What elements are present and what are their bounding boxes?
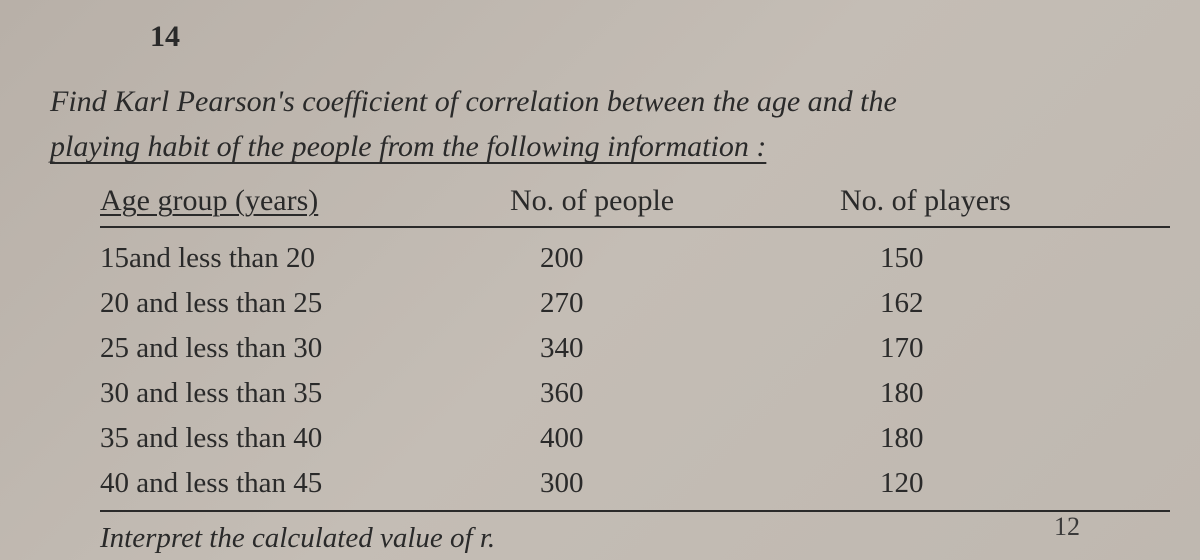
table-row: 25 and less than 30 340 170 (100, 326, 1170, 371)
table-header-row: Age group (years) No. of people No. of p… (100, 184, 1170, 228)
table-row: 40 and less than 45 300 120 (100, 461, 1170, 506)
problem-statement: Find Karl Pearson's coefficient of corre… (50, 79, 1170, 169)
problem-line2: playing habit of the people from the fol… (50, 130, 766, 163)
table-row: 20 and less than 25 270 162 (100, 281, 1170, 326)
table-row: 15and less than 20 200 150 (100, 236, 1170, 281)
page-number: 14 (150, 20, 1170, 54)
data-table: Age group (years) No. of people No. of p… (50, 184, 1170, 512)
cell-age: 15and less than 20 (100, 236, 540, 281)
cell-people: 270 (540, 281, 880, 326)
table-body: 15and less than 20 200 150 20 and less t… (100, 236, 1170, 512)
cell-players: 180 (880, 371, 1170, 416)
cell-people: 400 (540, 416, 880, 461)
cell-players: 162 (880, 281, 1170, 326)
corner-number: 12 (1054, 512, 1080, 542)
column-header-age: Age group (years) (100, 184, 510, 218)
table-row: 35 and less than 40 400 180 (100, 416, 1170, 461)
cell-people: 340 (540, 326, 880, 371)
cell-players: 150 (880, 236, 1170, 281)
cell-players: 170 (880, 326, 1170, 371)
cell-people: 360 (540, 371, 880, 416)
cell-age: 35 and less than 40 (100, 416, 540, 461)
cell-age: 20 and less than 25 (100, 281, 540, 326)
cell-age: 25 and less than 30 (100, 326, 540, 371)
column-header-people: No. of people (510, 184, 840, 218)
interpret-instruction: Interpret the calculated value of r. (50, 522, 1170, 555)
cell-people: 300 (540, 461, 880, 506)
column-header-players: No. of players (840, 184, 1170, 218)
cell-players: 180 (880, 416, 1170, 461)
cell-age: 40 and less than 45 (100, 461, 540, 506)
cell-people: 200 (540, 236, 880, 281)
table-row: 30 and less than 35 360 180 (100, 371, 1170, 416)
cell-players: 120 (880, 461, 1170, 506)
problem-line1: Find Karl Pearson's coefficient of corre… (50, 85, 897, 118)
cell-age: 30 and less than 35 (100, 371, 540, 416)
